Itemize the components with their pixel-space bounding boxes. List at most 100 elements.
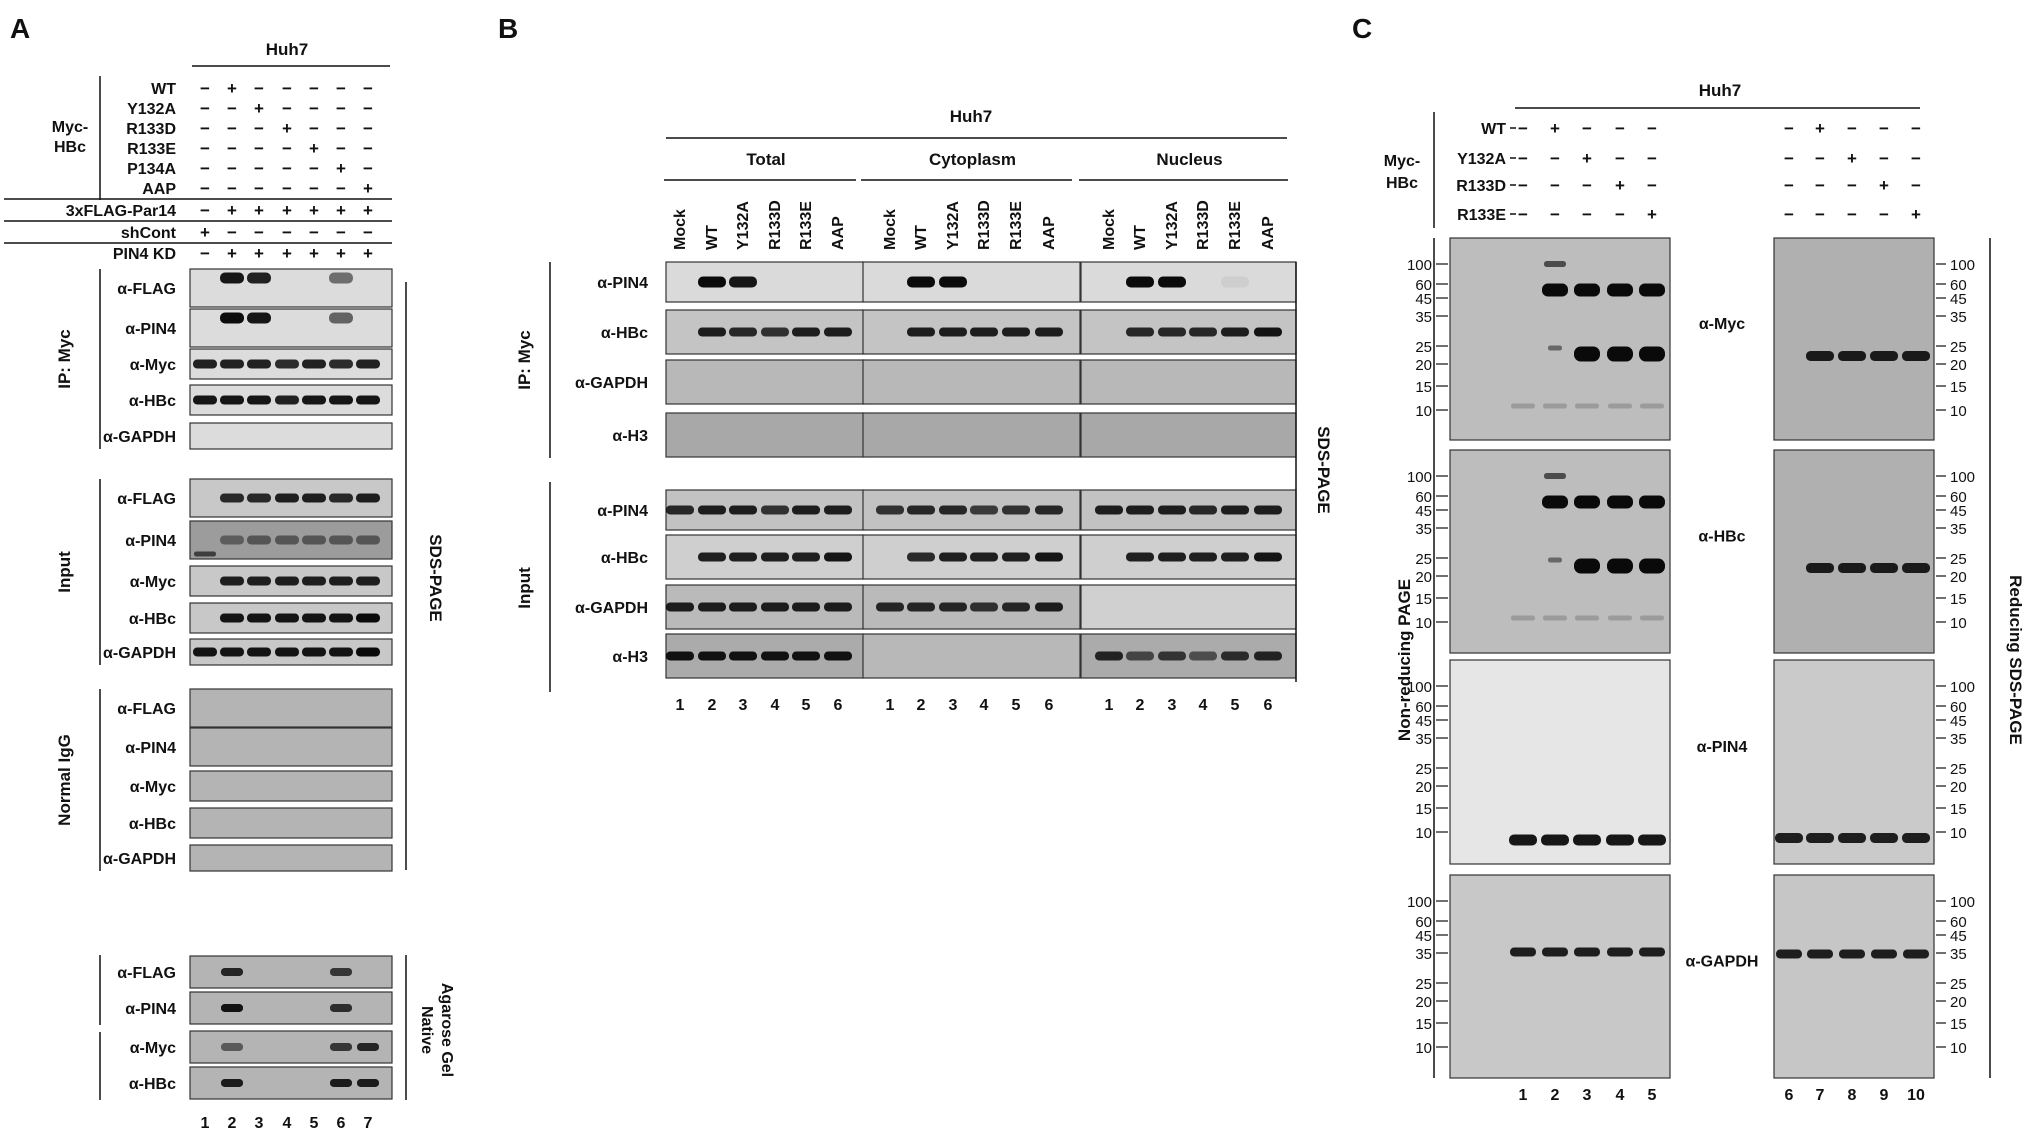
minus-sign: − xyxy=(1582,176,1592,195)
band xyxy=(356,535,380,545)
band xyxy=(792,651,820,661)
antibody-label: α-GAPDH xyxy=(575,375,648,392)
band xyxy=(1189,505,1217,515)
band xyxy=(221,968,243,976)
mw-marker: 100 xyxy=(1950,894,1975,911)
band xyxy=(698,505,726,515)
band xyxy=(907,505,935,515)
band xyxy=(876,602,904,612)
condition-label: Y132A xyxy=(127,101,176,118)
antibody-label: α-Myc xyxy=(1699,316,1745,333)
band xyxy=(302,576,326,586)
mw-marker: 45 xyxy=(1950,291,1967,308)
minus-sign: − xyxy=(1784,149,1794,168)
condition-label: AAP xyxy=(142,181,176,198)
minus-sign: − xyxy=(309,223,319,242)
band xyxy=(329,493,353,503)
minus-sign: − xyxy=(309,99,319,118)
band xyxy=(1870,833,1898,843)
antibody-label: α-GAPDH xyxy=(103,429,176,446)
band xyxy=(356,647,380,657)
band xyxy=(329,576,353,586)
minus-sign: − xyxy=(200,179,210,198)
plus-sign: + xyxy=(1911,205,1921,224)
lane-header: R133D xyxy=(976,200,993,250)
band xyxy=(1606,834,1634,846)
band xyxy=(1574,495,1600,509)
cell-line-label: Huh7 xyxy=(950,107,993,126)
minus-sign: − xyxy=(1518,149,1528,168)
band xyxy=(1902,351,1930,361)
mw-marker: 15 xyxy=(1950,591,1967,608)
condition-label: 3xFLAG-Par14 xyxy=(66,203,176,220)
blot-panel xyxy=(862,633,1081,679)
band xyxy=(1607,495,1633,509)
minus-sign: − xyxy=(1847,205,1857,224)
band xyxy=(247,272,271,284)
band xyxy=(1189,651,1217,661)
lane-number: 2 xyxy=(228,1115,237,1132)
band xyxy=(1838,563,1866,573)
band xyxy=(666,505,694,515)
lane-number: 7 xyxy=(364,1115,373,1132)
band xyxy=(1839,949,1865,959)
minus-sign: − xyxy=(227,119,237,138)
minus-sign: − xyxy=(200,79,210,98)
band xyxy=(356,395,380,405)
lane-number: 3 xyxy=(739,697,748,714)
band xyxy=(1575,403,1599,409)
mw-marker: 20 xyxy=(1415,994,1432,1011)
band xyxy=(1511,615,1535,621)
band xyxy=(1254,552,1282,562)
condition-label: R133E xyxy=(1457,207,1506,224)
condition-label: R133E xyxy=(127,141,176,158)
minus-sign: − xyxy=(227,159,237,178)
band xyxy=(939,552,967,562)
mw-marker: 10 xyxy=(1950,825,1967,842)
band xyxy=(220,535,244,545)
band xyxy=(193,395,217,405)
sds-page-label: SDS-PAGE xyxy=(426,534,445,622)
plus-sign: + xyxy=(254,244,264,263)
mw-marker: 25 xyxy=(1415,551,1432,568)
band xyxy=(330,1004,352,1012)
minus-sign: − xyxy=(1815,176,1825,195)
minus-sign: − xyxy=(254,159,264,178)
blot-panel xyxy=(665,261,865,303)
minus-sign: − xyxy=(282,139,292,158)
band xyxy=(1607,558,1633,574)
band xyxy=(275,576,299,586)
band xyxy=(1639,947,1665,957)
minus-sign: − xyxy=(1911,149,1921,168)
band xyxy=(729,552,757,562)
blot-panel xyxy=(189,268,393,308)
band xyxy=(970,552,998,562)
mw-marker: 100 xyxy=(1407,894,1432,911)
plus-sign: + xyxy=(1879,176,1889,195)
band xyxy=(330,968,352,976)
antibody-label: α-FLAG xyxy=(117,701,176,718)
lane-header: AAP xyxy=(1260,216,1277,250)
band xyxy=(247,312,271,324)
minus-sign: − xyxy=(254,223,264,242)
band xyxy=(1902,833,1930,843)
band xyxy=(1158,552,1186,562)
antibody-label: α-HBc xyxy=(601,325,648,342)
band xyxy=(698,327,726,337)
minus-sign: − xyxy=(336,79,346,98)
band xyxy=(1608,403,1632,409)
mw-marker: 60 xyxy=(1415,489,1432,506)
band xyxy=(729,276,757,288)
band xyxy=(302,359,326,369)
blot-panel xyxy=(189,844,393,872)
panel-letter: C xyxy=(1352,13,1372,44)
group-label: Input xyxy=(515,567,534,609)
lane-number: 6 xyxy=(1785,1087,1794,1104)
band xyxy=(356,493,380,503)
band xyxy=(275,647,299,657)
band xyxy=(1002,505,1030,515)
minus-sign: − xyxy=(1582,205,1592,224)
minus-sign: − xyxy=(1911,119,1921,138)
minus-sign: − xyxy=(363,99,373,118)
band xyxy=(1807,949,1833,959)
